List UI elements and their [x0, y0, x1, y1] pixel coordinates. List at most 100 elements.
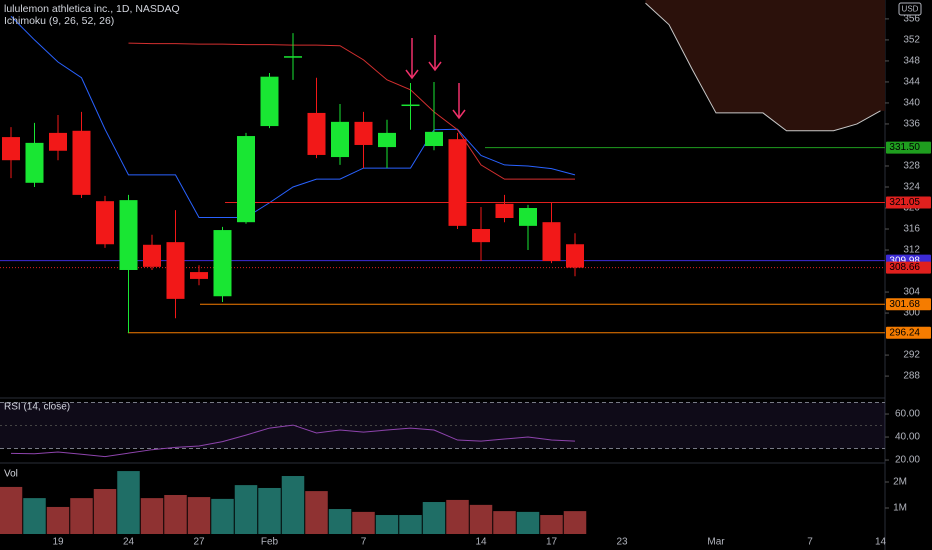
- level-label-box: [886, 298, 931, 311]
- volume-bar: [164, 494, 187, 534]
- level-label: 309.98: [889, 255, 920, 266]
- rsi-line: [10, 424, 576, 458]
- x-tick-label: 17: [546, 537, 558, 548]
- level-label: 301.68: [889, 299, 920, 310]
- candle-body: [448, 139, 467, 226]
- candle-body: [49, 132, 67, 151]
- volume-bar: [399, 515, 422, 534]
- volume-bar: [23, 498, 46, 534]
- indicator-label: Ichimoku (9, 26, 52, 26): [4, 15, 114, 27]
- volume-bar: [211, 498, 234, 534]
- candle-body: [331, 121, 349, 158]
- rsi-band: [0, 402, 885, 449]
- y-tick-label: 60.00: [895, 409, 920, 420]
- y-tick-label: 348: [903, 56, 920, 67]
- volume-bar: [258, 487, 281, 534]
- level-label-box: [886, 326, 931, 339]
- candle-body: [260, 76, 279, 127]
- currency-label: USD: [902, 5, 919, 14]
- volume-bar: [493, 511, 516, 534]
- volume-bar: [516, 511, 540, 534]
- level-label: 308.66: [889, 262, 920, 273]
- x-tick-label: 24: [123, 537, 135, 548]
- x-tick-label: 23: [616, 537, 628, 548]
- candle-body: [2, 137, 20, 161]
- level-label: 296.24: [889, 327, 920, 338]
- x-tick-label: 7: [361, 537, 367, 548]
- y-tick-label: 2M: [893, 477, 907, 488]
- y-tick-label: 304: [903, 287, 920, 298]
- volume-bar: [117, 471, 140, 534]
- candle-body: [72, 130, 91, 195]
- ichimoku-line: [128, 42, 575, 180]
- x-tick-label: 19: [52, 537, 64, 548]
- y-tick-label: 300: [903, 308, 920, 319]
- volume-bar: [422, 502, 446, 534]
- candle-body: [425, 131, 443, 147]
- volume-bar: [446, 499, 469, 534]
- candle-body: [472, 229, 490, 243]
- y-tick-label: 336: [903, 119, 920, 130]
- y-tick-label: 356: [903, 14, 920, 25]
- y-tick-label: 292: [903, 350, 920, 361]
- y-tick-label: 312: [903, 245, 920, 256]
- candle-body: [237, 136, 255, 223]
- y-tick-label: 352: [903, 35, 920, 46]
- candle-body: [143, 244, 161, 267]
- arrow: [405, 38, 419, 80]
- x-tick-label: Feb: [261, 537, 279, 548]
- x-tick-label: 27: [193, 537, 205, 548]
- y-tick-label: 344: [903, 77, 920, 88]
- level-label-box: [886, 141, 931, 154]
- volume-bar: [375, 515, 399, 534]
- candle-body: [284, 56, 302, 58]
- candle-body: [25, 142, 44, 183]
- arrow: [452, 83, 466, 120]
- y-tick-label: 340: [903, 98, 920, 109]
- candle-body: [213, 230, 232, 297]
- y-tick-label: 316: [903, 224, 920, 235]
- candle-body: [307, 112, 326, 155]
- volume-bar: [469, 504, 493, 534]
- pane-title: RSI (14, close): [4, 402, 70, 413]
- cloud-area: [645, 0, 885, 131]
- arrow: [428, 35, 442, 72]
- y-tick-label: 328: [903, 161, 920, 172]
- volume-bar: [281, 476, 305, 534]
- y-tick-label: 1M: [893, 503, 907, 514]
- candle-body: [166, 242, 185, 299]
- volume-bar: [46, 506, 70, 534]
- volume-bar: [305, 491, 328, 534]
- candle-body: [519, 208, 537, 226]
- candle-body: [190, 272, 208, 279]
- pane-title: Vol: [4, 469, 18, 480]
- candle-body: [378, 132, 396, 148]
- x-tick-label: 7: [807, 537, 813, 548]
- volume-bar: [352, 511, 375, 534]
- y-tick-label: 324: [903, 182, 920, 193]
- y-tick-label: 288: [903, 371, 920, 382]
- volume-bar: [540, 515, 563, 534]
- level-label-box: [886, 196, 931, 209]
- volume-bar: [234, 485, 258, 534]
- level-label: 321.05: [889, 197, 920, 208]
- volume-bar: [70, 498, 93, 534]
- volume-bar: [328, 509, 352, 534]
- level-label: 331.50: [889, 142, 920, 153]
- cloud-edge: [645, 2, 881, 132]
- level-label-box: [886, 261, 931, 274]
- y-tick-label: 20.00: [895, 455, 920, 466]
- x-tick-label: Mar: [707, 537, 725, 548]
- volume-bar: [93, 489, 117, 534]
- currency-box: [898, 2, 922, 16]
- candle-body: [542, 222, 561, 262]
- candle-body: [119, 200, 138, 270]
- volume-bar: [0, 486, 23, 534]
- candle-body: [566, 244, 584, 268]
- y-tick-label: 40.00: [895, 432, 920, 443]
- x-tick-label: 14: [875, 537, 887, 548]
- x-tick-label: 14: [475, 537, 487, 548]
- volume-bar: [187, 497, 211, 534]
- ichimoku-line: [10, 15, 576, 218]
- chart-title: lululemon athletica inc., 1D, NASDAQ: [4, 3, 180, 15]
